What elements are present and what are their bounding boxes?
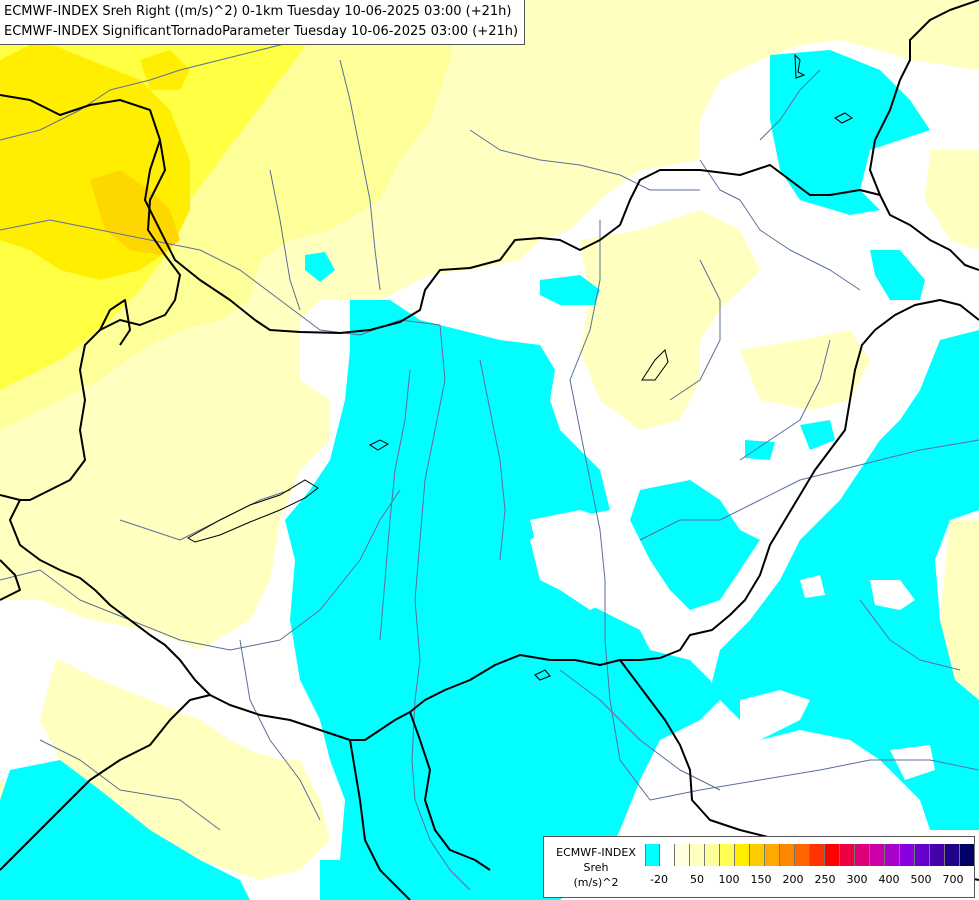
legend-swatch <box>780 844 795 866</box>
legend-swatch <box>885 844 900 866</box>
legend-tick-label: 250 <box>814 873 836 886</box>
legend-swatch <box>750 844 765 866</box>
legend-swatch <box>765 844 780 866</box>
legend-swatch <box>735 844 750 866</box>
legend-swatch <box>900 844 915 866</box>
lake-small-2 <box>834 112 853 124</box>
legend-swatch <box>795 844 810 866</box>
legend-tick-label: 700 <box>942 873 964 886</box>
lake-balaton <box>186 479 319 543</box>
legend-tick-label: 300 <box>846 873 868 886</box>
lake-small-4 <box>794 53 806 79</box>
legend-swatch <box>855 844 870 866</box>
legend-swatch <box>660 844 675 866</box>
legend-swatch <box>960 844 975 866</box>
legend-swatch <box>840 844 855 866</box>
lake-small-3 <box>641 349 669 381</box>
legend-swatch <box>870 844 885 866</box>
title-line-2: ECMWF-INDEX SignificantTornadoParameter … <box>4 24 519 39</box>
legend-tick-label: 100 <box>718 873 740 886</box>
legend-swatch <box>645 844 660 866</box>
legend-swatch <box>675 844 690 866</box>
field-orange-yellow <box>90 170 180 255</box>
lake-small-5 <box>534 669 551 681</box>
legend-swatch <box>915 844 930 866</box>
legend-ticks: -20 50 100 150 200 250 300 400 500 700 <box>639 873 969 889</box>
lake-small-1 <box>368 439 390 451</box>
legend-tick-label: 500 <box>910 873 932 886</box>
legend-swatch <box>825 844 840 866</box>
legend-tick-label: 200 <box>782 873 804 886</box>
legend-tick-label: -20 <box>650 873 668 886</box>
lakes <box>186 53 853 681</box>
title-line-1: ECMWF-INDEX Sreh Right ((m/s)^2) 0-1km T… <box>4 4 512 19</box>
legend-swatches <box>645 844 975 866</box>
legend-swatch <box>930 844 945 866</box>
legend-tick-label: 400 <box>878 873 900 886</box>
legend-swatch <box>810 844 825 866</box>
legend-swatch <box>690 844 705 866</box>
color-legend: ECMWF-INDEX Sreh (m/s)^2 -20 50 100 150 200 2… <box>543 836 975 898</box>
legend-title: ECMWF-INDEX Sreh (m/s)^2 <box>548 845 644 890</box>
legend-title-line-2: Sreh <box>583 861 609 874</box>
legend-swatch <box>720 844 735 866</box>
legend-title-line-3: (m/s)^2 <box>573 876 619 889</box>
legend-swatch <box>945 844 960 866</box>
legend-tick-label: 150 <box>750 873 772 886</box>
legend-tick-label: 50 <box>690 873 704 886</box>
legend-swatch <box>705 844 720 866</box>
map-title-box: ECMWF-INDEX Sreh Right ((m/s)^2) 0-1km T… <box>0 0 526 45</box>
legend-title-line-1: ECMWF-INDEX <box>556 846 636 859</box>
field-white-holes <box>530 510 935 780</box>
